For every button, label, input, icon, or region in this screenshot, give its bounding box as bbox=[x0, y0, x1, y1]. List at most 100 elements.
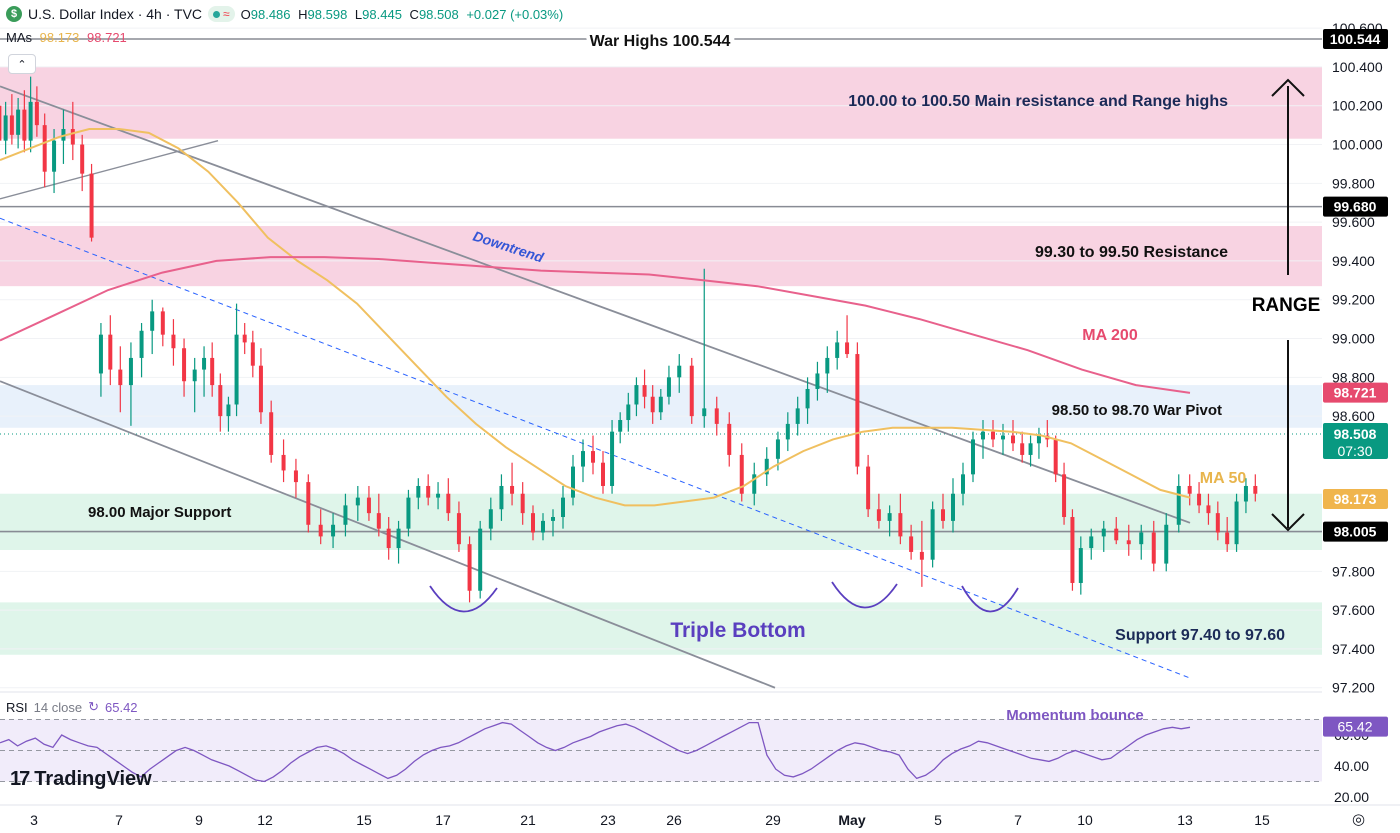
candle bbox=[139, 323, 144, 378]
tradingview-logo[interactable]: 17 TradingView bbox=[10, 768, 152, 791]
candle bbox=[416, 478, 421, 510]
ohlc-low-value: 98.445 bbox=[362, 6, 402, 22]
candle-body bbox=[775, 439, 780, 459]
candle-body bbox=[1070, 517, 1075, 583]
ohlc-close-value: 98.508 bbox=[418, 6, 459, 22]
price-tag-bg bbox=[1323, 29, 1388, 49]
rsi-legend[interactable]: RSI 14 close ↻ 65.42 bbox=[6, 699, 138, 715]
candle bbox=[930, 501, 935, 568]
candle-body bbox=[510, 485, 515, 494]
candle bbox=[971, 431, 975, 483]
candle bbox=[1078, 536, 1083, 595]
time-tick-label: 9 bbox=[195, 812, 203, 828]
candle bbox=[108, 315, 113, 386]
candle-body bbox=[1011, 435, 1015, 444]
candle-body bbox=[293, 470, 298, 483]
candle-body bbox=[0, 105, 2, 141]
market-status-pill[interactable]: ≈ bbox=[208, 6, 235, 22]
candle-body bbox=[1234, 501, 1239, 545]
time-tick-label: 29 bbox=[765, 812, 781, 828]
price-tick-label: 99.000 bbox=[1332, 331, 1375, 347]
candle bbox=[1070, 509, 1075, 591]
candle-body bbox=[795, 408, 800, 424]
price-tick-label: 99.400 bbox=[1332, 253, 1375, 269]
candle-body bbox=[887, 513, 892, 521]
major-support-label: 98.00 Major Support bbox=[88, 504, 231, 521]
chevron-up-icon: ⌃ bbox=[17, 58, 27, 71]
candle-body bbox=[22, 109, 27, 141]
candle-body bbox=[42, 125, 47, 172]
main-resistance-label: 100.00 to 100.50 Main resistance and Ran… bbox=[848, 93, 1228, 110]
rsi-line bbox=[0, 721, 1191, 783]
price-tag-bg bbox=[1323, 488, 1388, 509]
ma-legend[interactable]: MAs 98.173 98.721 bbox=[6, 30, 127, 45]
candle-body bbox=[845, 342, 850, 355]
cycle-icon: ↻ bbox=[88, 699, 99, 714]
candle bbox=[650, 385, 655, 424]
candle bbox=[825, 346, 830, 393]
candle bbox=[396, 520, 401, 564]
candle-body bbox=[1020, 443, 1025, 455]
candle bbox=[1020, 431, 1025, 463]
candle bbox=[642, 369, 647, 409]
symbol-title[interactable]: U.S. Dollar Index · 4h · TVC bbox=[28, 6, 203, 22]
candle-body bbox=[436, 493, 441, 498]
rsi-value-tag: 65.42 bbox=[1337, 719, 1372, 735]
candle bbox=[1001, 423, 1005, 455]
candle-body bbox=[118, 369, 123, 386]
candle bbox=[331, 513, 336, 549]
collapse-legend-button[interactable]: ⌃ bbox=[8, 54, 36, 74]
rsi-axis-bg bbox=[1322, 700, 1400, 800]
candle bbox=[876, 493, 881, 529]
candle bbox=[318, 509, 323, 545]
candle-body bbox=[281, 454, 286, 471]
candle-body bbox=[601, 462, 605, 486]
candle-body bbox=[898, 513, 903, 537]
candle bbox=[478, 520, 483, 599]
candle bbox=[306, 474, 311, 533]
candle bbox=[739, 443, 744, 502]
rsi-tag-bg bbox=[1323, 716, 1388, 737]
time-tick-label: 21 bbox=[520, 812, 536, 828]
war-highs-label: War Highs 100.544 bbox=[590, 33, 731, 50]
candle bbox=[689, 357, 694, 424]
candle-body bbox=[343, 505, 348, 525]
candle-body bbox=[981, 431, 985, 440]
candle-body bbox=[591, 451, 595, 463]
support-zone-label: Support 97.40 to 97.60 bbox=[1115, 627, 1285, 644]
price-tick-label: 97.400 bbox=[1332, 641, 1375, 657]
tradingview-logo-text: TradingView bbox=[34, 768, 152, 790]
candle-body bbox=[855, 354, 860, 467]
candle-body bbox=[171, 334, 176, 349]
last-price-tag-countdown: 07:30 bbox=[1337, 443, 1372, 459]
price-tick-label: 100.200 bbox=[1332, 98, 1383, 114]
ohlc-change-value: +0.027 (+0.03%) bbox=[466, 6, 564, 22]
candle bbox=[218, 373, 223, 432]
zone-main-resistance bbox=[0, 66, 1322, 139]
candle bbox=[89, 163, 94, 242]
candle-body bbox=[689, 365, 694, 417]
candle-body bbox=[658, 396, 663, 413]
candle-body bbox=[386, 528, 391, 549]
candles bbox=[0, 76, 1258, 603]
candle bbox=[845, 315, 850, 358]
ma-legend-label: MAs bbox=[6, 30, 32, 45]
candle-body bbox=[919, 551, 924, 560]
time-tick-label: 13 bbox=[1177, 812, 1193, 828]
candle-body bbox=[242, 334, 247, 343]
ohlc-close-key: C bbox=[409, 6, 419, 22]
candle bbox=[80, 134, 85, 192]
candle bbox=[951, 478, 955, 533]
candle bbox=[898, 493, 903, 545]
candle bbox=[531, 505, 535, 541]
settings-icon[interactable]: ◎ bbox=[1352, 811, 1366, 828]
candle-body bbox=[467, 544, 472, 591]
candle bbox=[70, 101, 75, 161]
price-tag-war-highs: 100.544 bbox=[1330, 31, 1381, 47]
candle bbox=[250, 330, 255, 378]
candle bbox=[785, 412, 790, 452]
ohlc-low-key: L bbox=[354, 6, 363, 22]
rsi-legend-value: 65.42 bbox=[105, 699, 138, 715]
candle bbox=[1028, 435, 1033, 467]
